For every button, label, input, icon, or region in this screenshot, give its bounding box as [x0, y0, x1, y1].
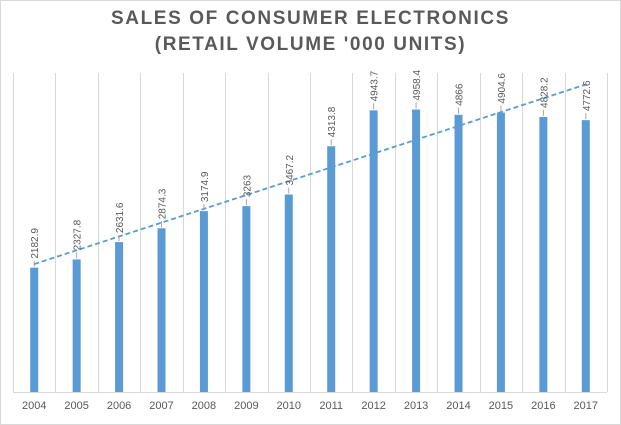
x-tick-label: 2016	[531, 400, 555, 412]
chart-title-line-1: SALES OF CONSUMER ELECTRONICS	[111, 8, 510, 29]
data-label: 4866	[455, 83, 466, 106]
data-label: 2327.8	[73, 219, 84, 250]
bar-2016	[539, 116, 548, 393]
data-label: 3467.2	[285, 154, 296, 185]
data-label: 3263	[242, 174, 253, 197]
bar-2015	[496, 112, 505, 392]
x-tick-label: 2013	[404, 400, 428, 412]
bar-2004	[30, 267, 39, 392]
x-tick-label: 2004	[22, 400, 46, 412]
data-label: 4943.7	[370, 70, 381, 101]
chart-title-line-2: (RETAIL VOLUME '000 UNITS)	[154, 34, 467, 55]
x-tick-label: 2015	[489, 400, 513, 412]
bar-2007	[157, 228, 166, 392]
bar-2010	[284, 194, 293, 392]
bar-2008	[199, 211, 208, 392]
x-tick-label: 2006	[107, 400, 131, 412]
data-label: 4313.8	[327, 106, 338, 137]
data-label: 2182.9	[30, 228, 41, 259]
bar-2011	[327, 146, 336, 392]
x-tick-label: 2010	[277, 400, 301, 412]
x-tick-label: 2017	[574, 400, 598, 412]
data-label: 2631.6	[115, 202, 126, 233]
x-tick-label: 2011	[319, 400, 343, 412]
x-tick-label: 2005	[64, 400, 88, 412]
bar-2012	[369, 110, 378, 393]
data-label: 4958.4	[412, 70, 423, 101]
bar-2017	[581, 120, 590, 392]
bar-2006	[115, 242, 124, 392]
data-label: 3174.9	[200, 171, 211, 202]
x-tick-label: 2014	[446, 400, 470, 412]
chart-title: SALES OF CONSUMER ELECTRONICS (RETAIL VO…	[0, 6, 621, 58]
x-tick-label: 2009	[234, 400, 258, 412]
data-label: 4904.6	[497, 73, 508, 104]
bar-2014	[454, 114, 463, 393]
bar-2005	[72, 259, 81, 392]
x-tick-label: 2012	[361, 400, 385, 412]
data-label: 2874.3	[158, 188, 169, 219]
x-tick-label: 2008	[192, 400, 216, 412]
data-label: 4828.2	[539, 77, 550, 108]
trendline	[33, 83, 587, 265]
x-tick-label: 2007	[149, 400, 173, 412]
bar-2013	[412, 109, 421, 393]
data-label: 4772.6	[582, 80, 593, 111]
bar-2009	[242, 206, 251, 392]
